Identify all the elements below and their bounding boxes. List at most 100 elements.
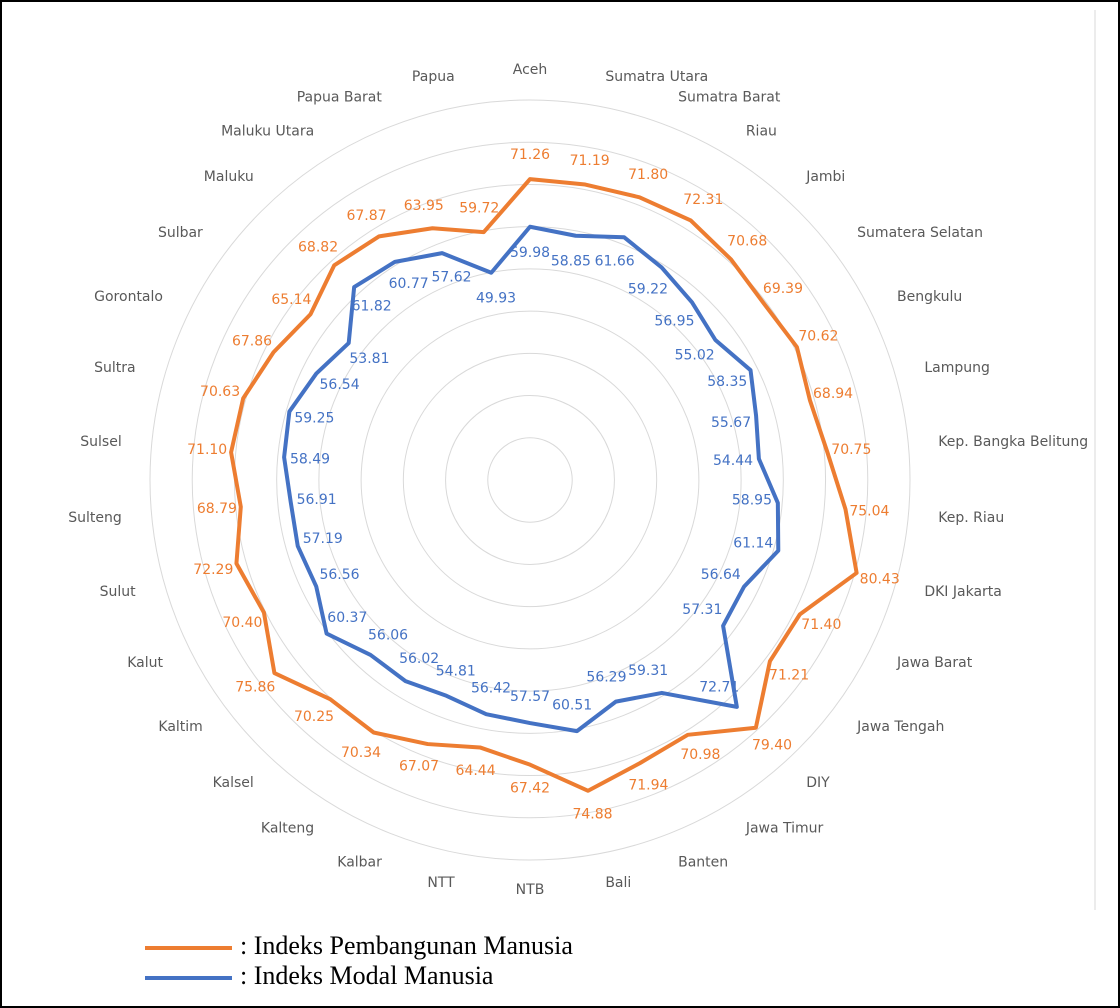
category-label: Papua	[412, 69, 455, 85]
category-label: Kep. Bangka Belitung	[938, 434, 1088, 450]
value-label: 57.57	[510, 689, 550, 705]
value-label: 53.81	[349, 351, 389, 367]
value-label: 63.95	[404, 198, 444, 214]
value-label: 56.54	[320, 377, 360, 393]
value-label: 70.75	[831, 442, 871, 458]
value-label: 56.02	[399, 651, 439, 667]
grid-ring	[149, 99, 911, 861]
category-label: Jambi	[805, 169, 845, 185]
category-label: Sulsel	[80, 434, 121, 450]
value-label: 68.79	[197, 501, 237, 517]
value-label: 74.88	[572, 806, 612, 822]
value-label: 61.14	[733, 536, 773, 552]
value-label: 56.56	[319, 567, 359, 583]
value-label: 75.04	[849, 503, 889, 519]
category-label: Sumatra Barat	[678, 90, 781, 106]
category-label: Lampung	[924, 360, 990, 376]
category-label: Jawa Timur	[745, 821, 824, 837]
value-label: 49.93	[476, 290, 516, 306]
series-line	[229, 177, 859, 793]
value-label: 58.85	[551, 253, 591, 269]
value-label: 71.40	[801, 617, 841, 633]
value-label: 67.07	[399, 758, 439, 774]
category-label: Kalsel	[213, 775, 254, 791]
category-label: Kalbar	[337, 854, 382, 870]
value-label: 80.43	[860, 572, 900, 588]
value-label: 64.44	[456, 763, 496, 779]
value-label: 70.25	[294, 709, 334, 725]
value-label: 72.31	[683, 192, 723, 208]
category-label: Bali	[605, 875, 631, 891]
category-label: Gorontalo	[94, 289, 163, 305]
category-label: Maluku	[204, 169, 254, 185]
value-label: 56.91	[297, 492, 337, 508]
grid-ring	[360, 310, 700, 650]
value-label: 61.66	[595, 253, 635, 269]
value-label: 58.95	[732, 493, 772, 509]
value-label: 68.94	[813, 386, 853, 402]
grid-ring	[402, 352, 658, 608]
category-label: Aceh	[513, 62, 548, 78]
grid-ring	[445, 395, 615, 565]
value-label: 75.86	[235, 679, 275, 695]
value-label: 61.82	[352, 298, 392, 314]
value-label: 56.42	[471, 681, 511, 697]
value-label: 58.35	[707, 374, 747, 390]
category-label: Papua Barat	[297, 90, 383, 106]
value-label: 57.19	[303, 531, 343, 547]
value-label: 72.29	[193, 562, 233, 578]
value-label: 67.87	[346, 208, 386, 224]
category-label: Sumatera Selatan	[857, 225, 983, 241]
value-label: 70.68	[727, 234, 767, 250]
category-label: Kep. Riau	[938, 510, 1004, 526]
value-label: 70.34	[341, 745, 381, 761]
category-label: Kalut	[127, 655, 163, 671]
value-label: 60.37	[327, 610, 367, 626]
value-label: 70.98	[680, 747, 720, 763]
value-label: 79.40	[752, 737, 792, 753]
category-label: Sulteng	[68, 510, 122, 526]
value-label: 58.49	[290, 452, 330, 468]
value-label: 67.86	[232, 334, 272, 350]
value-label: 56.29	[586, 669, 626, 685]
category-label: Jawa Tengah	[856, 719, 944, 735]
value-label: 59.31	[628, 663, 668, 679]
category-label: Sultra	[94, 360, 135, 376]
value-label: 59.25	[294, 411, 334, 427]
value-label: 57.62	[431, 269, 471, 285]
legend-label: : Indeks Modal Manusia	[240, 961, 494, 990]
grid-ring	[318, 268, 742, 692]
category-label: DKI Jakarta	[924, 584, 1002, 600]
category-label: NTB	[516, 882, 545, 898]
value-label: 56.64	[701, 567, 741, 583]
value-label: 55.67	[711, 415, 751, 431]
category-label: Jawa Barat	[896, 655, 973, 671]
grid-ring	[487, 437, 573, 523]
value-label: 56.06	[368, 628, 408, 644]
value-label: 59.22	[628, 282, 668, 298]
value-label: 60.77	[389, 276, 429, 292]
value-label: 70.40	[222, 615, 262, 631]
value-label: 71.26	[510, 147, 550, 163]
category-label: Riau	[746, 123, 777, 139]
value-label: 54.44	[713, 453, 753, 469]
value-label: 57.31	[682, 602, 722, 618]
value-label: 71.80	[628, 167, 668, 183]
category-label: NTT	[427, 875, 455, 891]
value-label: 70.62	[798, 328, 838, 344]
value-label: 71.94	[628, 778, 668, 794]
value-label: 55.02	[675, 348, 715, 364]
grid-ring	[191, 141, 869, 819]
value-label: 65.14	[271, 292, 311, 308]
category-label: Banten	[678, 854, 728, 870]
category-label: Kaltim	[158, 719, 202, 735]
value-label: 59.72	[459, 201, 499, 217]
legend-label: : Indeks Pembangunan Manusia	[240, 931, 573, 960]
value-label: 60.51	[552, 698, 592, 714]
value-label: 59.98	[510, 245, 550, 261]
value-label: 71.21	[769, 668, 809, 684]
category-label: Sulut	[100, 584, 137, 600]
category-label: Sulbar	[158, 225, 203, 241]
